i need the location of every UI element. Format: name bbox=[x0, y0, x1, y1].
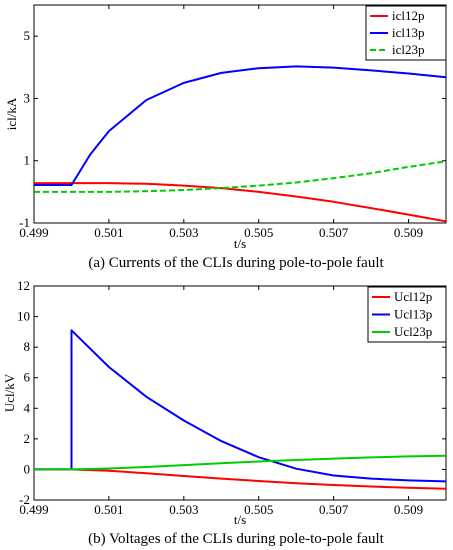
y-axis-label: Ucl/kV bbox=[2, 373, 17, 412]
series-line-Ucl12p bbox=[34, 468, 446, 490]
series-line-icl23p bbox=[34, 160, 446, 193]
x-axis-label: t/s bbox=[234, 512, 246, 527]
legend-label: icl12p bbox=[392, 8, 425, 23]
x-tick-label: 0.499 bbox=[19, 502, 48, 517]
legend: icl12p icl13p icl23p bbox=[365, 5, 447, 61]
y-tick-label: -2 bbox=[19, 492, 30, 507]
legend-label: Ucl23p bbox=[394, 324, 432, 339]
y-tick-label: 8 bbox=[24, 339, 31, 354]
x-axis-label: t/s bbox=[234, 236, 246, 251]
series-line-icl13p bbox=[34, 65, 446, 186]
legend-label: icl13p bbox=[392, 25, 425, 40]
y-tick-label: 5 bbox=[24, 28, 31, 43]
y-tick-label: 6 bbox=[24, 370, 31, 385]
y-tick-label: 2 bbox=[24, 431, 31, 446]
y-tick-label: 12 bbox=[17, 278, 30, 293]
y-tick-label: -1 bbox=[19, 215, 30, 230]
x-tick-label: 0.505 bbox=[244, 225, 273, 240]
x-tick-label: 0.509 bbox=[394, 502, 423, 517]
legend-label: icl23p bbox=[392, 42, 425, 57]
series-line-Ucl13p bbox=[34, 329, 446, 483]
x-tick-label: 0.499 bbox=[19, 225, 48, 240]
legend-label: Ucl12p bbox=[394, 289, 432, 304]
x-tick-label: 0.507 bbox=[319, 502, 349, 517]
plot-area-frame bbox=[33, 4, 447, 224]
x-tick-label: 0.509 bbox=[394, 225, 423, 240]
legend-label: Ucl13p bbox=[394, 307, 432, 322]
y-tick-label: 0 bbox=[24, 461, 31, 476]
legend: Ucl12p Ucl13p Ucl23p bbox=[367, 286, 447, 343]
series-line-icl12p bbox=[34, 182, 446, 223]
x-tick-label: 0.505 bbox=[244, 502, 273, 517]
x-tick-label: 0.501 bbox=[94, 502, 123, 517]
panel-caption: (b) Voltages of the CLIs during pole-to-… bbox=[88, 531, 384, 547]
x-tick-label: 0.507 bbox=[319, 225, 349, 240]
plot-area-frame bbox=[33, 285, 447, 501]
chart-panel-voltages: 0.499 0.501 0.503 0.505 0.507 0.509 -2 0 2 4 6 8 10 1… bbox=[2, 278, 447, 547]
y-tick-label: 1 bbox=[24, 153, 31, 168]
x-tick-label: 0.503 bbox=[169, 225, 198, 240]
y-tick-label: 3 bbox=[24, 90, 31, 105]
x-tick-label: 0.501 bbox=[94, 225, 123, 240]
y-axis-label: icl/kA bbox=[4, 97, 19, 130]
y-tick-label: 4 bbox=[24, 400, 31, 415]
series-line-Ucl23p bbox=[34, 454, 446, 471]
panel-caption: (a) Currents of the CLIs during pole-to-… bbox=[88, 255, 384, 271]
y-tick-label: 10 bbox=[17, 309, 30, 324]
x-tick-label: 0.503 bbox=[169, 502, 198, 517]
